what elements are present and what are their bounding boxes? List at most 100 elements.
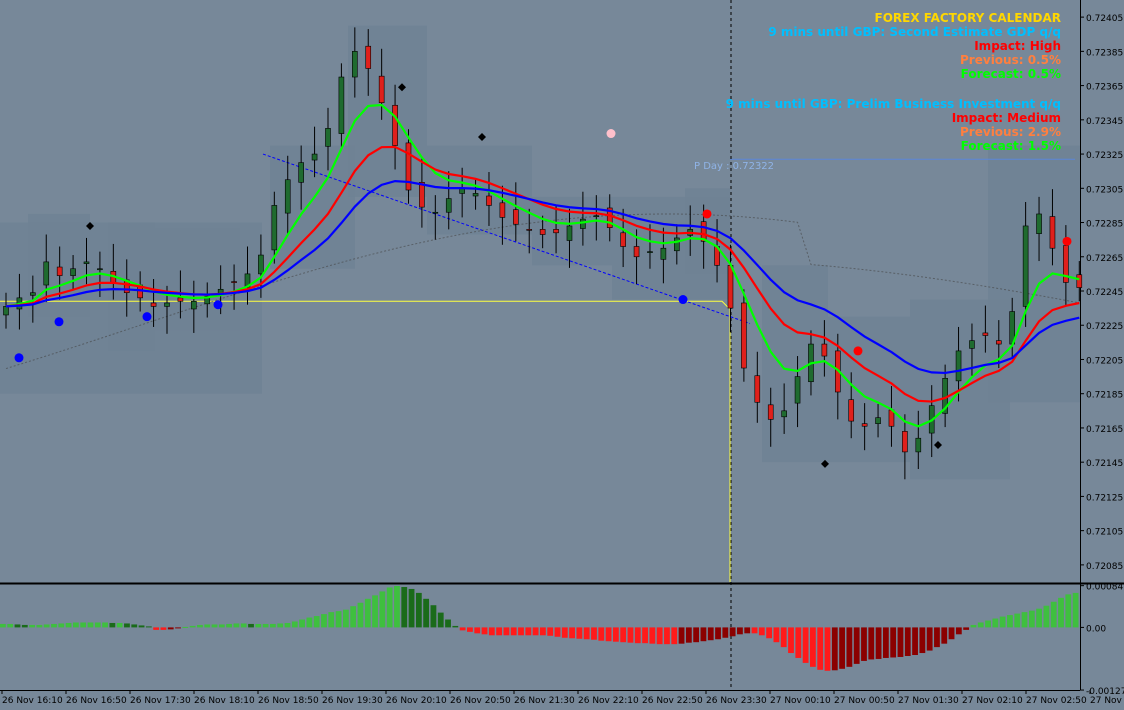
event2-title: 9 mins until GBP: Prelim Business Invest… [725,97,1061,111]
histogram-bar [153,627,160,630]
histogram-bar [795,627,802,658]
signal-diamond [934,441,942,450]
event1-impact: Impact: High [974,39,1061,53]
time-tick-label: 27 Nov 01:30 [898,696,959,706]
signal-dot [1062,236,1072,246]
histogram-bar [255,623,262,628]
histogram-bar [321,614,327,628]
candle-body [284,179,291,214]
histogram-bar [700,627,707,642]
histogram-bar [1021,612,1028,628]
histogram-bar [430,605,437,628]
candle-body [70,268,76,276]
session-box [108,222,155,351]
histogram-bar [335,611,342,628]
time-tick-label: 27 Nov 02:10 [962,696,1023,706]
candle-body [606,207,613,228]
time-tick-label: 26 Nov 18:50 [258,696,319,706]
histogram-bar [350,606,357,628]
candle-body [580,218,586,229]
histogram-bar [744,627,751,634]
histogram-bar [51,623,57,628]
slow-ma-line [5,180,1080,375]
histogram-bar [262,623,269,628]
candle-body [526,229,533,231]
histogram-bar [204,624,211,628]
histogram-bar [481,627,488,635]
candle-body [969,340,975,349]
candle-body [647,251,653,253]
time-tick-label: 26 Nov 19:30 [322,696,383,706]
signal-dot [142,312,152,322]
histogram-bar [773,627,780,643]
histogram-bar [167,627,174,630]
histogram-bar [532,627,539,636]
histogram-bar [80,622,87,628]
histogram-bar [306,617,313,628]
candle-body [660,247,667,260]
price-tick-label: 0.72305 [1086,185,1123,195]
histogram-bar [518,627,524,636]
histogram-bar [605,627,612,642]
event1-forecast: Forecast: 0.5% [960,67,1061,81]
histogram-bar [839,627,845,669]
histogram-bar [342,609,349,628]
histogram-bar [459,627,466,631]
histogram-bar [102,622,108,628]
session-box [155,227,240,331]
signal-dot [606,129,616,139]
histogram-bar [1058,597,1064,628]
histogram-bar [737,627,743,635]
candle-body [499,202,506,218]
histogram-bar [693,627,700,643]
histogram-bar [29,624,35,628]
histogram-bar [1028,610,1035,628]
histogram-bar [379,591,386,628]
time-tick-label: 26 Nov 22:50 [642,696,703,706]
histogram-bar [43,624,50,628]
time-tick-label: 26 Nov 21:30 [514,696,575,706]
histogram-bar [627,627,634,643]
histogram-bar [831,627,838,671]
price-tick-label: 0.72285 [1086,220,1123,230]
candle-body [902,431,908,453]
time-tick-label: 26 Nov 16:10 [2,696,63,706]
histogram-bar [554,627,561,637]
histogram-bar [992,618,999,628]
histogram-bar [467,627,473,632]
histogram-bar [364,598,371,628]
candle-body [539,229,546,235]
histogram-bar [941,627,948,644]
histogram-bar [313,616,320,628]
histogram-bar [21,624,28,628]
candle-body [3,306,9,316]
histogram-bar [977,622,984,628]
candle-body [365,45,372,69]
histogram-bar [1050,601,1057,628]
signal-dot [853,346,863,356]
histogram-bar [284,622,291,628]
histogram-bar [474,627,481,634]
signal-diamond [478,132,486,141]
histogram-bar [868,627,875,660]
event1-title: 9 mins until GBP: Second Estimate GDP q/… [768,25,1061,39]
candle-body [995,340,1002,345]
histogram-bar [131,624,138,628]
price-tick-label: 0.72225 [1086,322,1123,332]
candle-body [177,297,184,302]
histogram-bar [926,627,933,651]
histogram-bar [197,624,203,628]
histogram-bar [58,623,65,628]
histogram-bar [561,627,568,638]
histogram-bar [656,627,663,645]
histogram-bar [496,627,503,636]
price-tick-label: 0.72085 [1086,562,1123,572]
candle-body [486,195,492,206]
histogram-bar [270,623,276,628]
histogram-bar [591,627,597,640]
histogram-bar [722,627,729,638]
histogram-bar [598,627,605,641]
histogram-bar [87,622,94,628]
